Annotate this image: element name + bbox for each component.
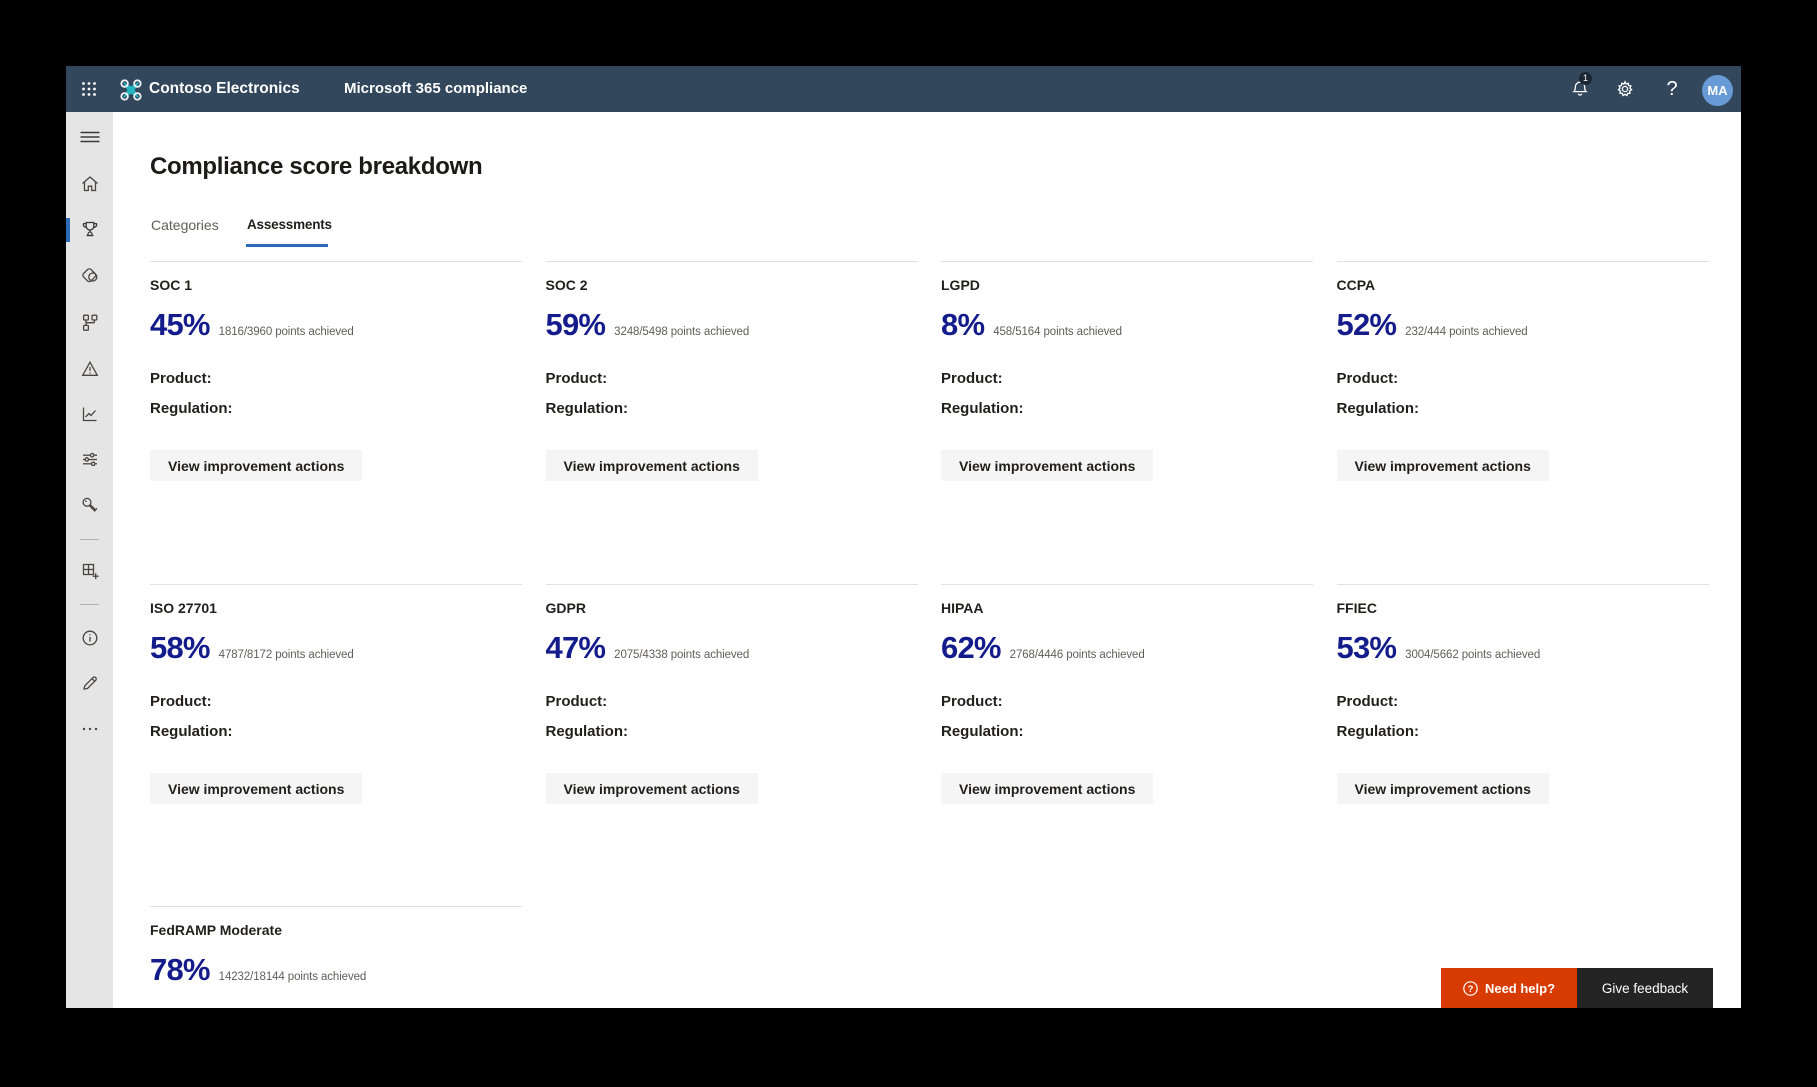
svg-text:?: ? xyxy=(1468,983,1474,994)
